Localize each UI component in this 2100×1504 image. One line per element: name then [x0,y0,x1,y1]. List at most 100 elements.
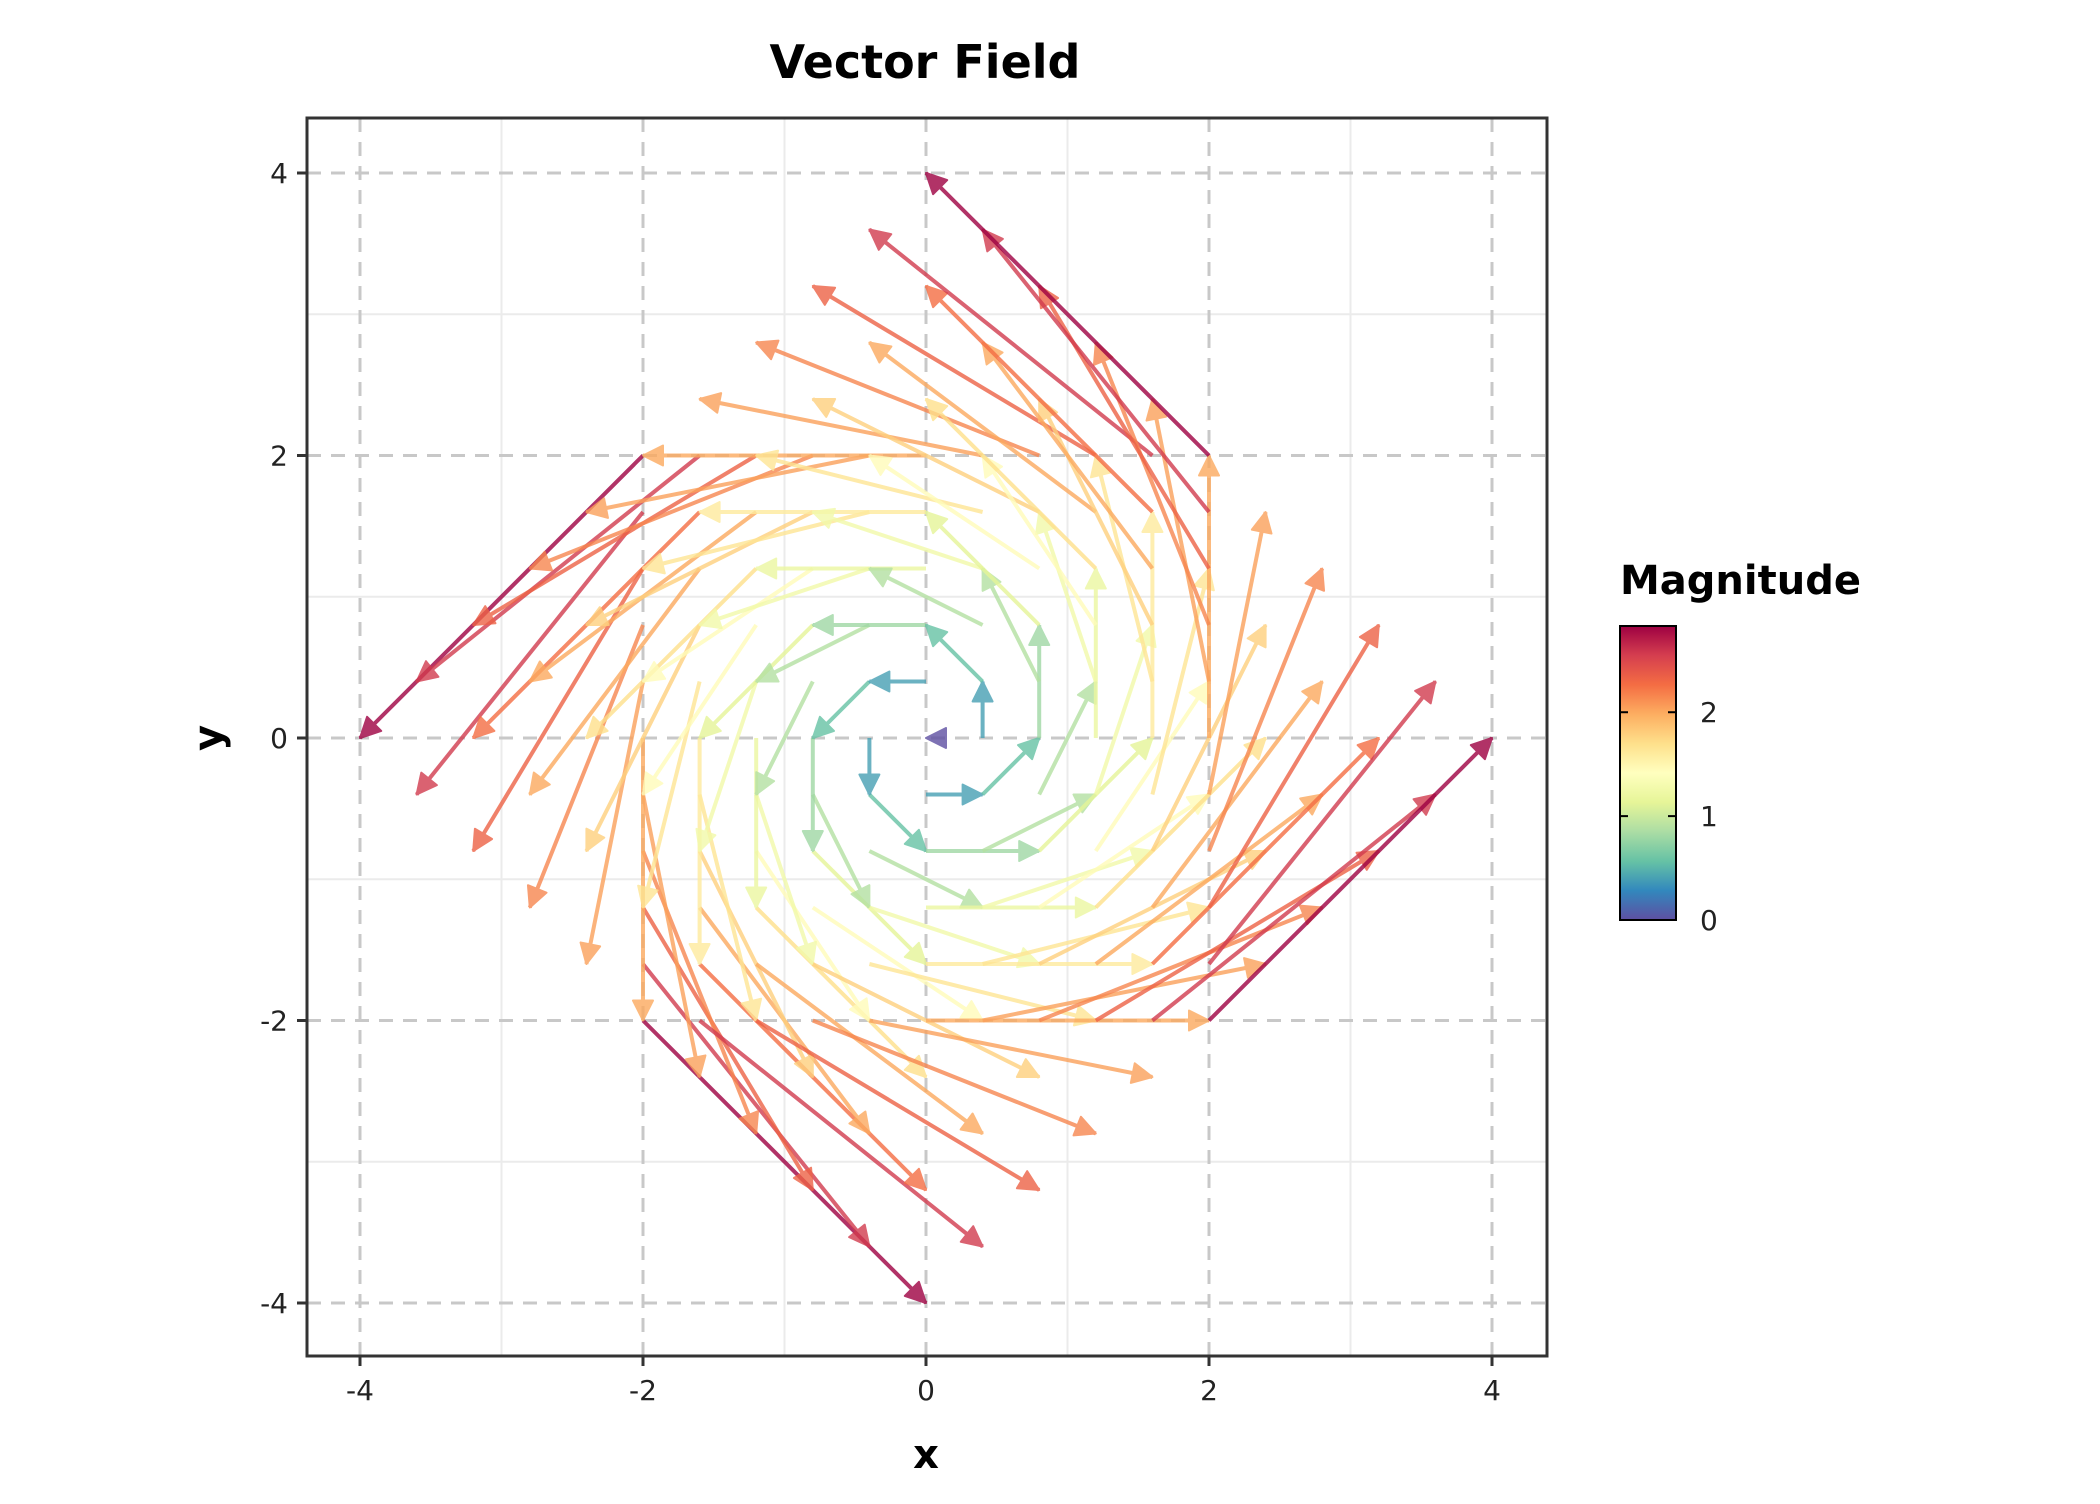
arrow-shaft [755,962,984,1136]
arrow-shaft [415,453,701,684]
arrow-head [528,771,551,796]
arrow-shaft [641,906,815,1192]
arrow-shaft [981,341,1154,570]
vector-arrow [868,566,984,627]
vector-arrow [801,738,824,852]
vector-arrow [695,680,759,852]
vector-arrow [584,624,702,852]
arrow-head [1028,624,1051,646]
arrow-head [1018,840,1041,862]
arrow-head [1414,680,1437,705]
x-tick-label: -2 [629,1374,657,1407]
vector-arrow [754,793,817,965]
vector-arrow [579,681,645,965]
vector-arrow [811,680,871,740]
arrow-head [903,1280,927,1304]
arrow-shaft [1038,792,1211,910]
x-axis-ticks: -4 -2 0 2 4 [346,1356,1501,1407]
vector-arrow [1094,736,1268,909]
vector-arrow [698,392,983,458]
arrow-head [688,943,711,965]
vector-arrow [637,681,702,909]
arrow-shaft [472,453,758,627]
vector-arrow [755,557,926,580]
arrow-shaft [698,566,871,627]
arrow-head [801,830,824,852]
arrow-shaft [1207,623,1381,909]
arrow-shaft [698,1018,984,1249]
vector-arrow [697,850,815,1078]
y-tick-label: 2 [270,440,288,473]
arrow-head [579,941,602,965]
arrow-head [359,715,383,739]
vector-arrow [642,444,926,467]
arrow-head [858,773,881,796]
arrow-shaft [812,1018,1097,1136]
vector-arrow [641,962,871,1248]
x-tick-label: 0 [917,1374,935,1407]
y-axis-ticks: -4 -2 0 2 4 [260,157,307,1320]
vector-arrow [641,794,707,1078]
arrow-shaft [586,453,870,514]
arrow-head [1072,1115,1097,1137]
vector-arrow [1207,736,1494,1022]
arrow-head [632,999,654,1022]
vector-arrow [1207,623,1381,909]
vector-arrow [755,1018,1041,1192]
arrow-head [1198,454,1220,477]
arrow-shaft [1037,511,1098,683]
arrow-head [415,660,440,683]
arrow-head [637,884,659,909]
arrow-head [415,771,438,796]
vector-arrow [868,962,1097,1027]
arrow-head [925,398,949,422]
colorbar-tick-label: 1 [1700,800,1718,833]
arrow-shaft [755,1018,1041,1192]
arrow-shaft [641,962,871,1248]
arrow-shaft [358,454,645,740]
arrow-shaft [585,510,814,627]
arrow-shaft [981,228,1211,514]
arrow-head [1015,1170,1041,1191]
arrow-head [755,771,776,796]
arrow-head [971,680,994,703]
vector-arrow [868,453,1041,571]
arrow-shaft [641,794,702,1078]
colorbar [1619,625,1677,921]
vector-arrow [1035,511,1098,683]
x-tick-label: 4 [1483,1374,1501,1407]
vector-arrow [811,507,984,571]
vector-arrow [858,738,881,796]
arrow-head [1016,737,1041,761]
arrow-head [1246,624,1267,649]
vector-arrow [812,1018,1097,1137]
arrow-head [642,771,664,796]
arrow-shaft [1094,680,1211,853]
y-tick-label: -2 [260,1005,288,1038]
vector-arrow [1198,454,1220,738]
vector-arrow [641,1019,928,1305]
arrow-head [755,449,780,472]
vector-arrow [754,849,872,1022]
arrow-shaft [981,849,1154,910]
arrow-head [472,715,496,739]
y-axis-label: y [186,725,232,751]
arrow-shaft [754,906,928,1079]
arrow-head [959,888,984,909]
vector-arrow [585,453,870,519]
arrow-head [740,997,763,1022]
arrow-head [698,392,723,414]
arrow-head [868,670,891,693]
arrow-head [811,614,834,636]
vector-arrow [868,670,926,693]
arrow-shaft [811,905,984,1023]
vector-arrow [868,340,1097,514]
vector-arrow [1150,736,1381,966]
arrow-head [848,997,871,1022]
vector-arrow [1150,567,1215,795]
chart-title: Vector Field [770,35,1081,89]
vector-arrow [980,567,1041,683]
arrow-shaft [924,510,1041,627]
arrow-shaft [868,340,1097,514]
